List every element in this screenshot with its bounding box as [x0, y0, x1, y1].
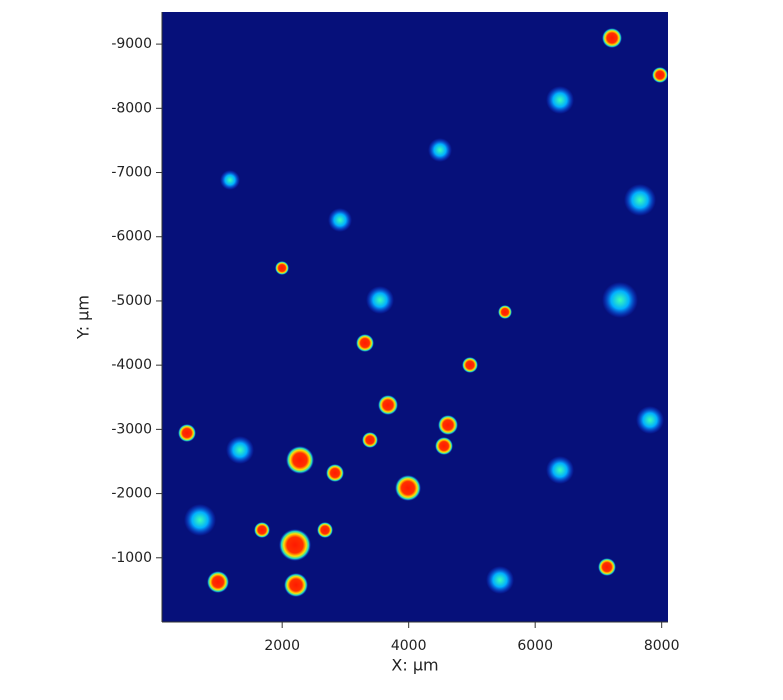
- x-tick-label: 4000: [391, 638, 427, 654]
- spot: [624, 184, 656, 216]
- spot: [602, 282, 638, 318]
- plot-area: [162, 12, 668, 622]
- spot: [395, 475, 421, 501]
- y-tick-label: -8000: [111, 100, 152, 116]
- spot: [462, 357, 478, 373]
- spot: [226, 436, 254, 464]
- spot: [546, 86, 574, 114]
- heatmap-image: [178, 28, 668, 597]
- spot: [435, 437, 453, 455]
- spot: [279, 529, 311, 561]
- spot: [366, 286, 394, 314]
- y-tick-label: -4000: [111, 357, 152, 373]
- y-tick-label: -1000: [111, 550, 152, 566]
- spot: [326, 464, 344, 482]
- spot: [652, 67, 668, 83]
- x-tick-label: 2000: [264, 638, 300, 654]
- y-tick-label: -2000: [111, 486, 152, 502]
- x-axis-label: X: µm: [391, 656, 438, 675]
- spot: [428, 138, 452, 162]
- spot: [184, 504, 216, 536]
- y-tick-label: -3000: [111, 421, 152, 437]
- spot: [328, 208, 352, 232]
- y-tick-label: -5000: [111, 293, 152, 309]
- spot: [602, 28, 622, 48]
- spot: [286, 446, 314, 474]
- spot: [220, 170, 240, 190]
- spot: [486, 566, 514, 594]
- spot: [275, 261, 289, 275]
- spot: [636, 406, 664, 434]
- spot: [178, 424, 196, 442]
- spot: [207, 571, 229, 593]
- spot: [498, 305, 512, 319]
- spot: [598, 558, 616, 576]
- spot: [378, 395, 398, 415]
- y-tick-label: -6000: [111, 229, 152, 245]
- spot: [362, 432, 378, 448]
- spot: [284, 573, 308, 597]
- y-tick-label: -7000: [111, 165, 152, 181]
- spot: [317, 522, 333, 538]
- x-tick-label: 6000: [517, 638, 553, 654]
- y-tick-label: -9000: [111, 36, 152, 52]
- spot: [546, 456, 574, 484]
- spot: [356, 334, 374, 352]
- x-tick-label: 8000: [644, 638, 680, 654]
- spot: [254, 522, 270, 538]
- spot: [438, 415, 458, 435]
- y-axis-label: Y: µm: [74, 295, 93, 340]
